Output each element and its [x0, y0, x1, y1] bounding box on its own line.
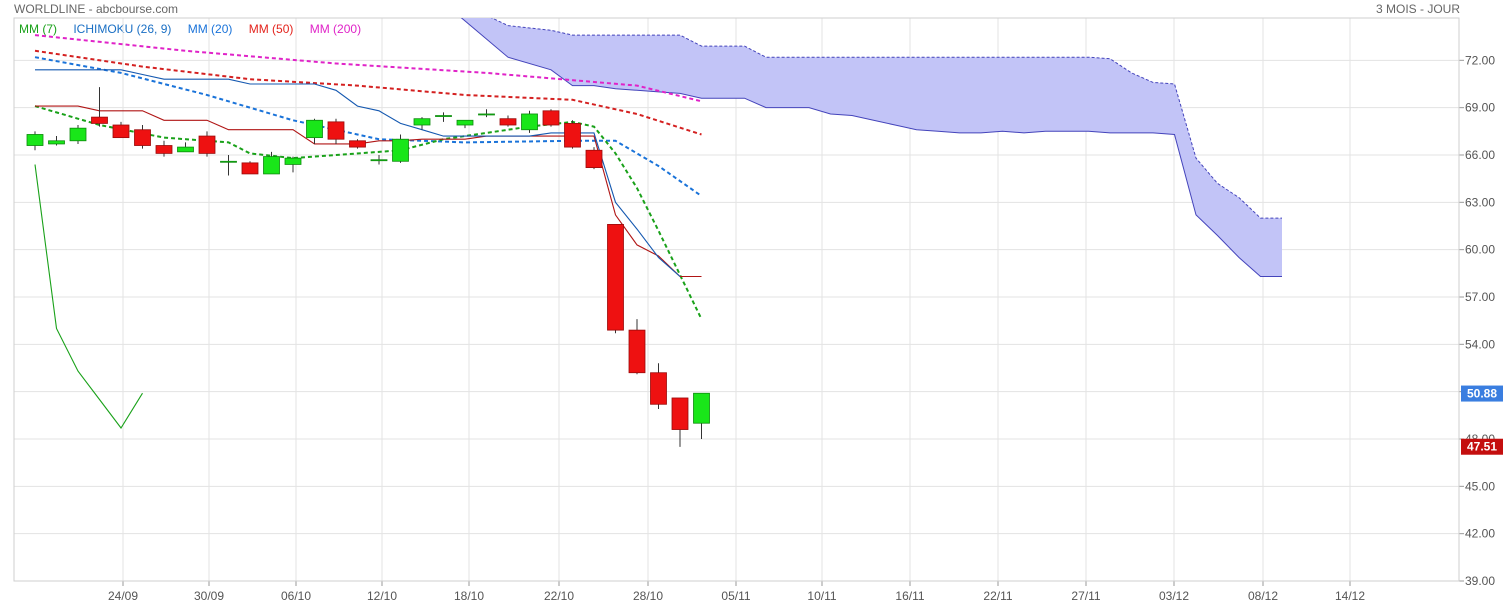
- candle-body: [134, 129, 151, 146]
- candle-body: [112, 124, 130, 139]
- series-mm-50: [34, 49, 702, 136]
- y-tick-label: 66.00: [1465, 148, 1495, 162]
- previous-price-label-bg: [1461, 438, 1503, 455]
- candle-body: [220, 160, 237, 163]
- legend-mm20[interactable]: MM (20): [187, 22, 233, 36]
- candle-body: [306, 119, 323, 139]
- y-tick-label: 63.00: [1465, 195, 1495, 209]
- plot-frame: [13, 17, 1460, 582]
- candle-body: [26, 134, 44, 146]
- x-tick-label: 22/11: [983, 589, 1012, 603]
- y-tick-label: 72.00: [1465, 53, 1495, 67]
- series-tenkan: [35, 105, 702, 278]
- series-mm-200: [34, 34, 702, 103]
- y-tick-label: 39.00: [1465, 574, 1495, 588]
- cloud-lower-line: [460, 18, 1282, 277]
- y-tick-label: 60.00: [1465, 243, 1495, 257]
- candle-body: [392, 138, 409, 162]
- legend-mm7[interactable]: MM (7): [19, 22, 57, 36]
- candle-body: [370, 159, 388, 162]
- candle-body: [327, 121, 345, 140]
- period-selector[interactable]: 3 MOIS - JOUR: [1375, 2, 1460, 16]
- candle-body: [607, 224, 624, 331]
- series-kijun: [35, 69, 681, 277]
- series-chikou: [34, 164, 143, 429]
- candle-body: [521, 113, 538, 131]
- candle-body: [671, 397, 689, 430]
- candle-body: [284, 157, 302, 165]
- x-tick-label: 08/12: [1248, 589, 1278, 603]
- candle-body: [155, 145, 173, 154]
- chart-title: WORLDLINE - abcbourse.com: [14, 2, 179, 16]
- x-tick-label: 24/09: [108, 589, 138, 603]
- ichimoku-cloud: [461, 18, 1282, 277]
- cloud-upper-line: [490, 18, 1282, 219]
- candle-body: [585, 149, 603, 169]
- candle-body: [564, 123, 581, 148]
- last-price-label-bg: [1461, 385, 1503, 402]
- candle-body: [69, 127, 87, 142]
- candle-body: [650, 372, 667, 405]
- candle-body: [456, 119, 474, 126]
- x-tick-label: 16/11: [895, 589, 924, 603]
- candle-body: [628, 329, 646, 374]
- x-tick-label: 03/12: [1159, 589, 1189, 603]
- x-tick-label: 14/12: [1335, 589, 1365, 603]
- y-tick-label: 54.00: [1465, 337, 1495, 351]
- y-tick-label: 57.00: [1465, 290, 1495, 304]
- x-tick-label: 27/11: [1071, 589, 1100, 603]
- candle-body: [241, 162, 259, 175]
- candle-body: [542, 110, 560, 126]
- candle-body: [478, 113, 495, 116]
- candle-body: [177, 146, 194, 153]
- x-tick-label: 18/10: [454, 589, 484, 603]
- indicator-legend: MM (7) ICHIMOKU (26, 9) MM (20) MM (50) …: [19, 22, 374, 36]
- candle-body: [349, 140, 366, 148]
- x-tick-label: 28/10: [633, 589, 663, 603]
- y-tick-label: 69.00: [1465, 101, 1495, 115]
- previous-price-label: 47.51: [1467, 440, 1497, 454]
- legend-mm50[interactable]: MM (50): [248, 22, 294, 36]
- y-tick-label: 45.00: [1465, 479, 1495, 493]
- candle-body: [693, 392, 710, 424]
- x-tick-label: 10/11: [807, 589, 836, 603]
- x-tick-label: 30/09: [194, 589, 224, 603]
- x-tick-label: 22/10: [544, 589, 574, 603]
- candle-body: [413, 118, 431, 126]
- legend-ichimoku[interactable]: ICHIMOKU (26, 9): [73, 22, 172, 36]
- y-tick-label: 42.00: [1465, 527, 1495, 541]
- plot-area: [26, 18, 1282, 447]
- candle-body: [435, 115, 452, 117]
- x-tick-label: 06/10: [281, 589, 311, 603]
- last-price-label: 50.88: [1467, 387, 1497, 401]
- x-tick-label: 05/11: [721, 589, 750, 603]
- legend-mm200[interactable]: MM (200): [309, 22, 362, 36]
- candle-body: [198, 135, 216, 154]
- candle-body: [48, 140, 65, 145]
- candle-body: [263, 156, 280, 175]
- candle-body: [91, 116, 108, 124]
- x-tick-label: 12/10: [367, 589, 397, 603]
- candle-body: [499, 118, 517, 126]
- series-mm-7: [34, 105, 703, 320]
